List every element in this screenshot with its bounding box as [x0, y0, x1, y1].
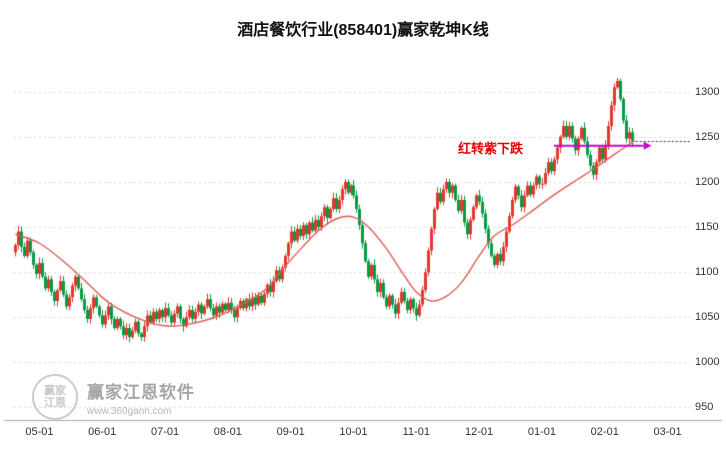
y-axis-label: 1000 — [695, 356, 720, 369]
x-axis-label: 02-01 — [590, 426, 619, 438]
x-axis-label: 06-01 — [88, 426, 117, 438]
x-axis-label: 12-01 — [465, 426, 494, 438]
x-axis-label: 03-01 — [653, 426, 682, 438]
y-axis-label: 1250 — [695, 130, 720, 143]
y-axis-label: 1050 — [695, 311, 720, 324]
watermark: 赢家 江恩 赢家江恩软件 www.360gann.com — [32, 374, 195, 420]
y-axis-label: 950 — [695, 401, 714, 414]
x-axis-label: 08-01 — [213, 426, 242, 438]
y-axis-label: 1300 — [695, 85, 720, 98]
y-axis-label: 1100 — [695, 266, 719, 279]
watermark-brand: 赢家江恩软件 — [87, 382, 195, 402]
seal-text: 赢家 江恩 — [44, 385, 66, 409]
x-axis-label: 10-01 — [339, 426, 368, 438]
winner-seal-icon: 赢家 江恩 — [32, 374, 78, 420]
y-axis-label: 1200 — [695, 175, 720, 188]
x-axis-label: 01-01 — [527, 426, 556, 438]
x-axis-label: 11-01 — [402, 426, 430, 438]
watermark-text: 赢家江恩软件 www.360gann.com — [87, 378, 195, 417]
chart-title: 酒店餐饮行业(858401)赢家乾坤K线 — [237, 22, 489, 39]
x-axis-label: 07-01 — [150, 426, 180, 438]
y-axis-label: 1150 — [695, 221, 719, 234]
signal-annotation-label: 红转紫下跌 — [458, 141, 524, 156]
x-axis-label: 05-01 — [25, 426, 54, 438]
x-axis-label: 09-01 — [276, 426, 305, 438]
watermark-site: www.360gann.com — [87, 405, 172, 417]
